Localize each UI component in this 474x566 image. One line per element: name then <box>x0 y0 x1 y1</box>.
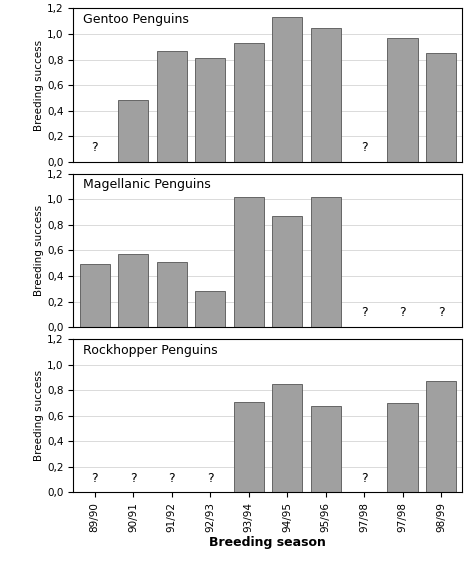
Bar <box>234 197 264 327</box>
Bar <box>310 197 340 327</box>
Y-axis label: Breeding success: Breeding success <box>34 205 45 296</box>
Bar <box>272 216 302 327</box>
Text: ?: ? <box>361 306 367 319</box>
Text: ?: ? <box>130 472 137 484</box>
Text: ?: ? <box>91 141 98 154</box>
Bar <box>234 43 264 162</box>
Text: ?: ? <box>361 141 367 154</box>
Bar <box>156 50 187 162</box>
Text: Magellanic Penguins: Magellanic Penguins <box>83 178 211 191</box>
Y-axis label: Breeding success: Breeding success <box>34 370 45 461</box>
X-axis label: Breeding season: Breeding season <box>210 537 326 550</box>
Bar <box>118 100 148 162</box>
Bar <box>272 384 302 492</box>
Bar <box>426 53 456 162</box>
Bar <box>118 254 148 327</box>
Bar <box>310 28 340 162</box>
Bar <box>387 38 418 162</box>
Text: Gentoo Penguins: Gentoo Penguins <box>83 13 189 26</box>
Bar <box>387 403 418 492</box>
Bar <box>195 58 225 162</box>
Text: ?: ? <box>438 306 444 319</box>
Text: ?: ? <box>91 472 98 484</box>
Bar <box>156 262 187 327</box>
Bar <box>272 18 302 162</box>
Y-axis label: Breeding success: Breeding success <box>34 40 45 131</box>
Bar <box>310 406 340 492</box>
Text: ?: ? <box>168 472 175 484</box>
Text: ?: ? <box>399 306 406 319</box>
Text: ?: ? <box>361 472 367 484</box>
Bar <box>80 264 109 327</box>
Bar <box>426 381 456 492</box>
Bar <box>234 402 264 492</box>
Bar <box>195 291 225 327</box>
Text: ?: ? <box>207 472 213 484</box>
Text: Rockhopper Penguins: Rockhopper Penguins <box>83 344 218 357</box>
